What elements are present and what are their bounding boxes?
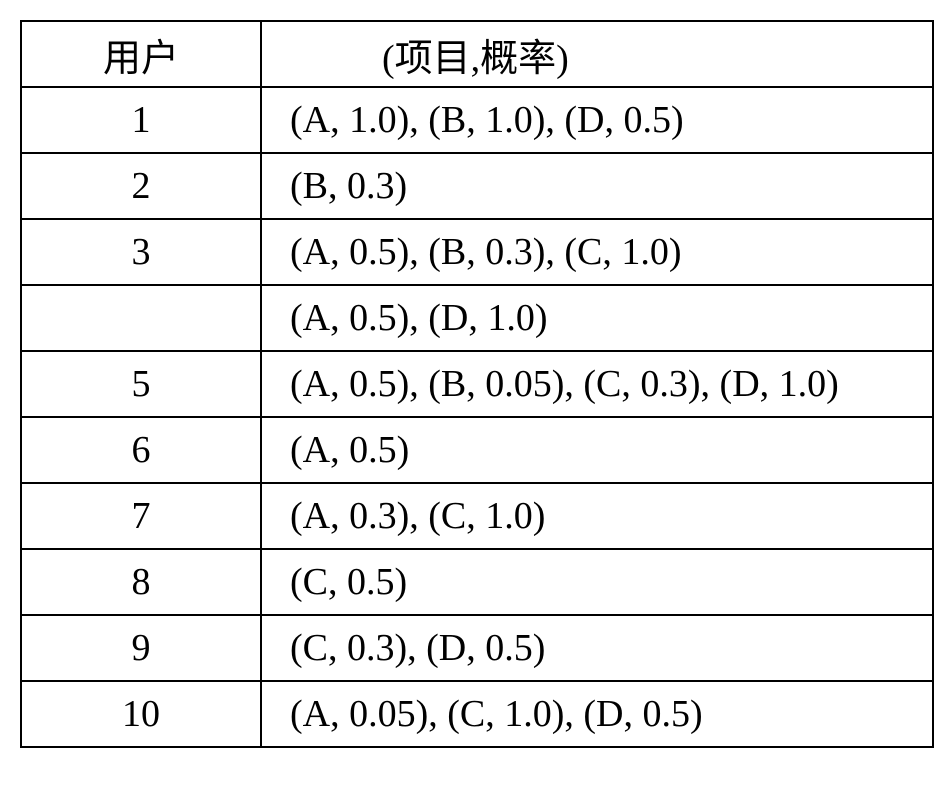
header-user: 用户: [21, 21, 261, 87]
items-cell: (C, 0.5): [261, 549, 933, 615]
table-row: 8 (C, 0.5): [21, 549, 933, 615]
header-items: (项目,概率): [261, 21, 933, 87]
user-id-cell: 5: [21, 351, 261, 417]
items-cell: (A, 0.5): [261, 417, 933, 483]
user-id-cell: 7: [21, 483, 261, 549]
user-id-cell: 2: [21, 153, 261, 219]
table-row: 5 (A, 0.5), (B, 0.05), (C, 0.3), (D, 1.0…: [21, 351, 933, 417]
table-row: 2 (B, 0.3): [21, 153, 933, 219]
table-row: 10 (A, 0.05), (C, 1.0), (D, 0.5): [21, 681, 933, 747]
items-cell: (B, 0.3): [261, 153, 933, 219]
table-row: 9 (C, 0.3), (D, 0.5): [21, 615, 933, 681]
user-id-cell: 1: [21, 87, 261, 153]
table-row: (A, 0.5), (D, 1.0): [21, 285, 933, 351]
items-cell: (C, 0.3), (D, 0.5): [261, 615, 933, 681]
items-cell: (A, 0.05), (C, 1.0), (D, 0.5): [261, 681, 933, 747]
user-id-cell: 8: [21, 549, 261, 615]
items-cell: (A, 0.5), (D, 1.0): [261, 285, 933, 351]
table-row: 7 (A, 0.3), (C, 1.0): [21, 483, 933, 549]
table-row: 6 (A, 0.5): [21, 417, 933, 483]
user-id-cell: 9: [21, 615, 261, 681]
user-id-cell: 3: [21, 219, 261, 285]
user-id-cell: 6: [21, 417, 261, 483]
probability-table: 用户 (项目,概率) 1 (A, 1.0), (B, 1.0), (D, 0.5…: [20, 20, 934, 748]
user-id-cell: [21, 285, 261, 351]
probability-table-container: 用户 (项目,概率) 1 (A, 1.0), (B, 1.0), (D, 0.5…: [20, 20, 932, 748]
table-header-row: 用户 (项目,概率): [21, 21, 933, 87]
items-cell: (A, 1.0), (B, 1.0), (D, 0.5): [261, 87, 933, 153]
table-body: 1 (A, 1.0), (B, 1.0), (D, 0.5) 2 (B, 0.3…: [21, 87, 933, 747]
items-cell: (A, 0.5), (B, 0.05), (C, 0.3), (D, 1.0): [261, 351, 933, 417]
table-row: 3 (A, 0.5), (B, 0.3), (C, 1.0): [21, 219, 933, 285]
items-cell: (A, 0.5), (B, 0.3), (C, 1.0): [261, 219, 933, 285]
user-id-cell: 10: [21, 681, 261, 747]
table-row: 1 (A, 1.0), (B, 1.0), (D, 0.5): [21, 87, 933, 153]
items-cell: (A, 0.3), (C, 1.0): [261, 483, 933, 549]
